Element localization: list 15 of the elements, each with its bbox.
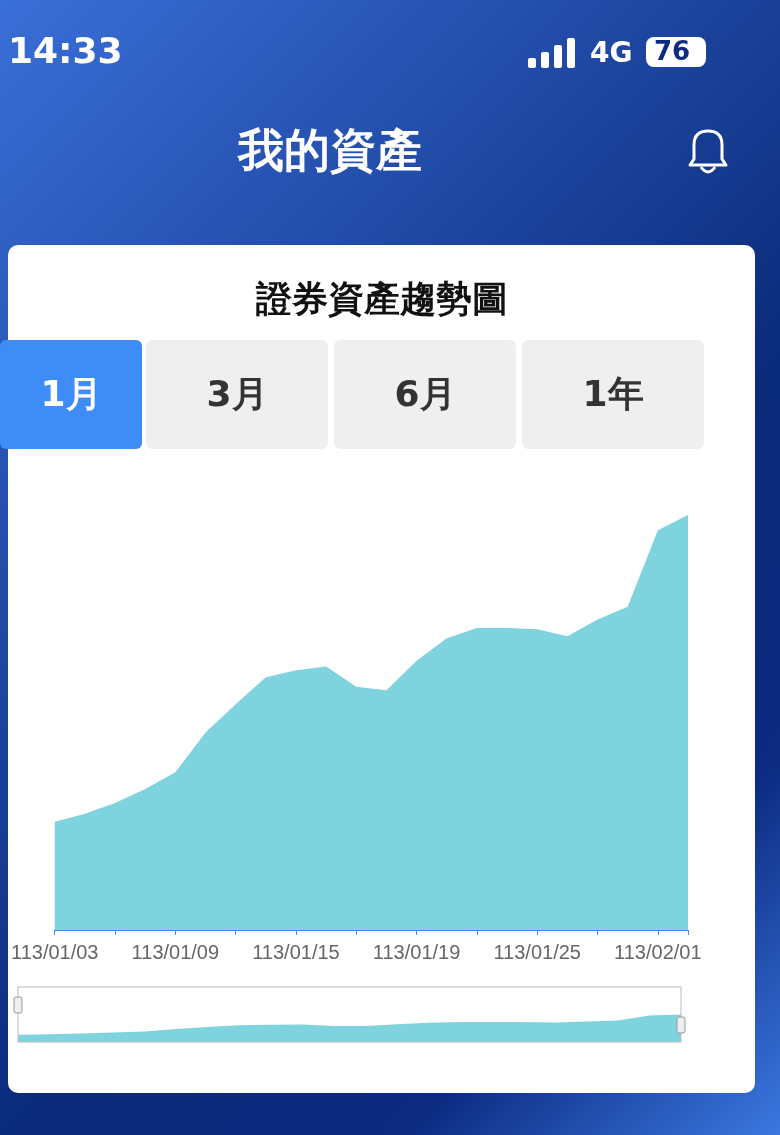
text: 76 xyxy=(654,36,691,66)
text: 我的資產 xyxy=(236,122,423,179)
x-tick-label: 113/02/01 xyxy=(614,941,702,963)
text: 1年 xyxy=(522,340,704,449)
x-tick-label: 113/01/25 xyxy=(493,941,581,963)
x-tick-label: 113/01/03 xyxy=(11,941,99,963)
text: 14:33 xyxy=(8,30,123,71)
text: 6月 xyxy=(334,340,516,449)
text: 3月 xyxy=(146,340,328,449)
chart-title: 證券資產趨勢圖 xyxy=(254,277,509,321)
text: 4G xyxy=(590,36,633,69)
x-tick-label: 113/01/15 xyxy=(252,941,340,963)
x-tick-label: 113/01/19 xyxy=(372,941,461,963)
x-tick-label: 113/01/09 xyxy=(131,941,220,963)
text: 1月 xyxy=(0,340,142,449)
